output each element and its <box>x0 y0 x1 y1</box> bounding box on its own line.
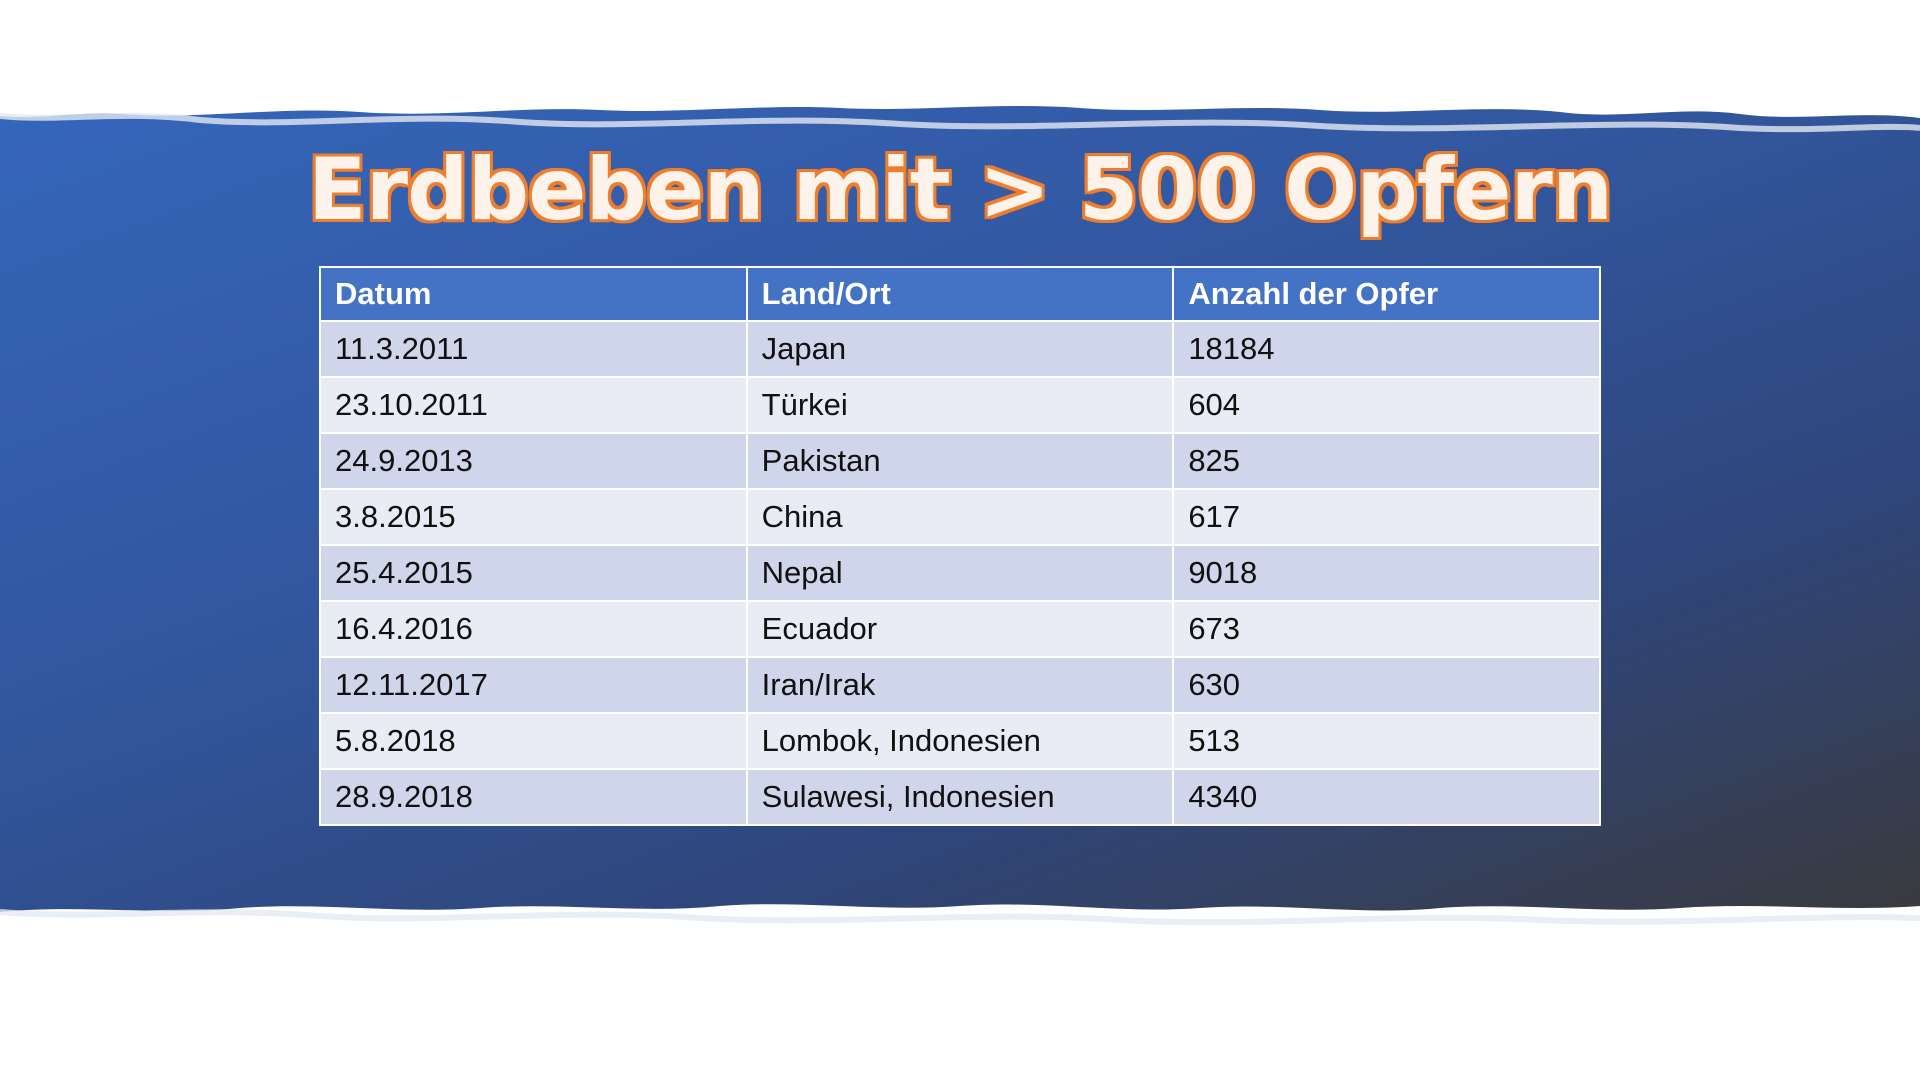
cell-date: 23.10.2011 <box>319 376 748 434</box>
brush-edge-bottom <box>0 904 1920 960</box>
brush-edge-top <box>0 70 1920 133</box>
cell-date: 12.11.2017 <box>319 656 748 714</box>
cell-location: Lombok, Indonesien <box>745 712 1175 770</box>
cell-victims: 825 <box>1172 432 1601 490</box>
cell-date: 28.9.2018 <box>319 768 748 826</box>
table-row: 16.4.2016 Ecuador 673 <box>319 600 1601 658</box>
table-row: 28.9.2018 Sulawesi, Indonesien 4340 <box>319 768 1601 826</box>
cell-location: Iran/Irak <box>745 656 1175 714</box>
cell-date: 11.3.2011 <box>319 320 748 378</box>
cell-victims: 673 <box>1172 600 1601 658</box>
cell-victims: 4340 <box>1172 768 1601 826</box>
cell-date: 25.4.2015 <box>319 544 748 602</box>
cell-victims: 513 <box>1172 712 1601 770</box>
cell-location: Nepal <box>745 544 1175 602</box>
header-victims: Anzahl der Opfer <box>1172 266 1601 322</box>
table-row: 3.8.2015 China 617 <box>319 488 1601 546</box>
table-header-row: Datum Land/Ort Anzahl der Opfer <box>319 266 1601 322</box>
cell-location: Pakistan <box>745 432 1175 490</box>
cell-location: Sulawesi, Indonesien <box>745 768 1175 826</box>
cell-victims: 9018 <box>1172 544 1601 602</box>
cell-date: 5.8.2018 <box>319 712 748 770</box>
cell-location: Türkei <box>745 376 1175 434</box>
earthquake-table: Datum Land/Ort Anzahl der Opfer 11.3.201… <box>319 266 1601 826</box>
cell-date: 24.9.2013 <box>319 432 748 490</box>
table-row: 12.11.2017 Iran/Irak 630 <box>319 656 1601 714</box>
cell-victims: 18184 <box>1172 320 1601 378</box>
table-row: 24.9.2013 Pakistan 825 <box>319 432 1601 490</box>
cell-victims: 630 <box>1172 656 1601 714</box>
cell-location: Japan <box>745 320 1175 378</box>
cell-date: 16.4.2016 <box>319 600 748 658</box>
header-date: Datum <box>319 266 748 322</box>
cell-victims: 617 <box>1172 488 1601 546</box>
table-row: 11.3.2011 Japan 18184 <box>319 320 1601 378</box>
cell-victims: 604 <box>1172 376 1601 434</box>
cell-location: Ecuador <box>745 600 1175 658</box>
header-location: Land/Ort <box>745 266 1175 322</box>
slide-title: Erdbeben mit > 500 Opfern <box>307 140 1613 240</box>
cell-date: 3.8.2015 <box>319 488 748 546</box>
table-row: 25.4.2015 Nepal 9018 <box>319 544 1601 602</box>
table-row: 23.10.2011 Türkei 604 <box>319 376 1601 434</box>
cell-location: China <box>745 488 1175 546</box>
table-row: 5.8.2018 Lombok, Indonesien 513 <box>319 712 1601 770</box>
